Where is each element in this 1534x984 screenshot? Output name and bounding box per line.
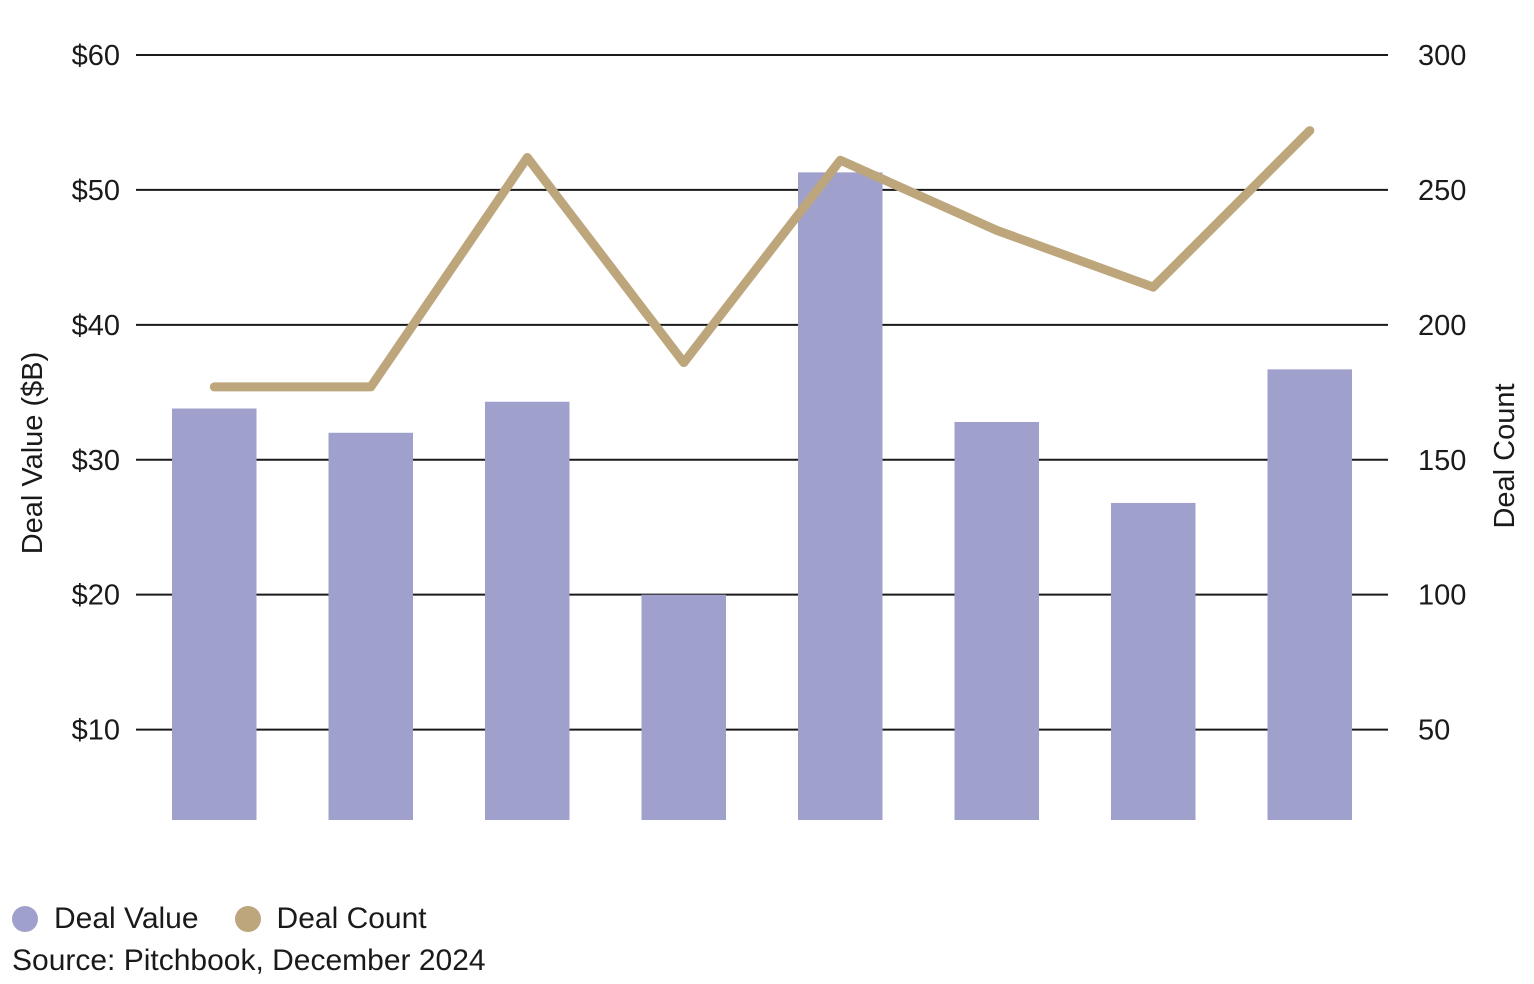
legend-item-deal-value: Deal Value bbox=[12, 902, 199, 936]
source-note: Source: Pitchbook, December 2024 bbox=[12, 944, 486, 977]
deal-value-bars bbox=[171, 172, 1353, 820]
deal-value-bar bbox=[171, 408, 257, 820]
gridlines bbox=[136, 54, 1388, 731]
legend-label-deal-value: Deal Value bbox=[54, 902, 199, 935]
deal-value-bar bbox=[954, 421, 1040, 820]
deal-count-line bbox=[209, 126, 1315, 392]
legend: Deal Value Deal Count bbox=[12, 902, 463, 936]
right-tick-label: 300 bbox=[1418, 40, 1466, 72]
left-tick-label: $60 bbox=[72, 40, 120, 72]
right-axis-ticks: 50 100 150 200 250 300 bbox=[1418, 40, 1466, 747]
right-axis-label: Deal Count bbox=[1489, 383, 1521, 528]
deal-value-bar bbox=[328, 432, 414, 820]
legend-swatch-deal-count bbox=[234, 906, 261, 932]
left-tick-label: $50 bbox=[72, 175, 120, 207]
left-tick-label: $20 bbox=[72, 580, 120, 612]
deal-value-bar bbox=[641, 594, 727, 820]
deal-value-bar bbox=[1110, 502, 1196, 820]
left-tick-label: $40 bbox=[72, 310, 120, 342]
legend-item-deal-count: Deal Count bbox=[234, 902, 427, 936]
left-axis-label: Deal Value ($B) bbox=[17, 352, 49, 555]
right-tick-label: 200 bbox=[1418, 310, 1466, 342]
left-axis-ticks: $10 $20 $30 $40 $50 $60 bbox=[72, 40, 120, 747]
deal-value-bar bbox=[1267, 369, 1353, 820]
left-tick-label: $10 bbox=[72, 715, 120, 747]
right-tick-label: 150 bbox=[1418, 445, 1466, 477]
right-tick-label: 50 bbox=[1418, 715, 1450, 747]
deal-count-line-layer bbox=[209, 126, 1315, 392]
right-tick-label: 250 bbox=[1418, 175, 1466, 207]
left-tick-label: $30 bbox=[72, 445, 120, 477]
legend-swatch-deal-value bbox=[12, 906, 38, 932]
legend-label-deal-count: Deal Count bbox=[276, 902, 427, 935]
deal-value-bar bbox=[484, 401, 570, 820]
deal-value-bar bbox=[797, 172, 883, 820]
right-tick-label: 100 bbox=[1418, 580, 1466, 612]
